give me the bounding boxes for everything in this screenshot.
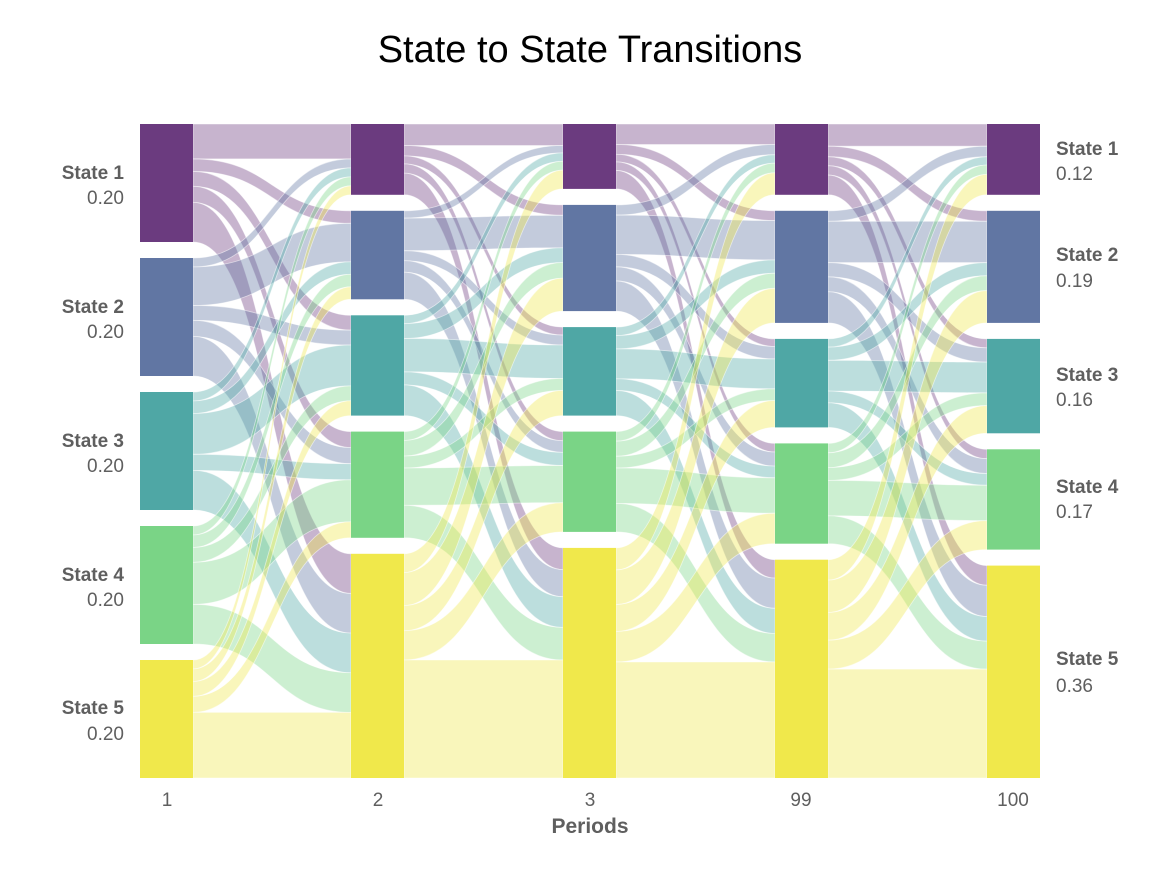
left-value-state-3: 0.20	[87, 456, 124, 477]
node-period-3-state-4	[563, 431, 616, 532]
node-period-99-state-5	[775, 559, 828, 778]
flow-2-to-3-state-1-to-state-1	[403, 123, 564, 146]
node-period-100-state-3	[987, 338, 1040, 434]
right-value-state-1: 0.12	[1056, 164, 1093, 185]
node-period-99-state-1	[775, 124, 828, 195]
node-period-3-state-3	[563, 327, 616, 416]
flow-2-to-3-state-2-to-state-2	[403, 214, 564, 252]
flow-1-to-2-state-1-to-state-1	[192, 123, 352, 160]
period-label-3: 3	[585, 790, 596, 811]
node-period-2-state-1	[351, 124, 404, 195]
left-value-state-2: 0.20	[87, 322, 124, 343]
node-period-99-state-2	[775, 210, 828, 323]
left-label-state-3: State 3	[62, 431, 124, 452]
right-value-state-2: 0.19	[1056, 271, 1093, 292]
left-label-state-4: State 4	[62, 565, 125, 586]
right-label-state-3: State 3	[1056, 365, 1118, 386]
node-period-1-state-4	[140, 526, 193, 644]
flow-1-to-2-state-5-to-state-5	[192, 711, 352, 779]
x-axis-title: Periods	[551, 815, 628, 838]
node-period-1-state-2	[140, 258, 193, 376]
period-label-99: 99	[790, 790, 811, 811]
right-label-state-2: State 2	[1056, 245, 1118, 266]
flow-2-to-3-state-5-to-state-2	[403, 277, 564, 606]
node-period-1-state-1	[140, 124, 193, 242]
node-period-2-state-3	[351, 315, 404, 416]
flow-99-to-100-state-5-to-state-5	[827, 668, 988, 779]
period-axis: 1 2 3 99 100 Periods	[162, 790, 1029, 838]
left-value-state-1: 0.20	[87, 188, 124, 209]
right-label-state-1: State 1	[1056, 139, 1119, 160]
node-period-2-state-5	[351, 553, 404, 778]
right-state-labels: State 1 0.12 State 2 0.19 State 3 0.16 S…	[1056, 139, 1119, 697]
node-period-99-state-4	[775, 443, 828, 544]
left-state-labels: State 1 0.20 State 2 0.20 State 3 0.20 S…	[62, 163, 125, 745]
left-value-state-5: 0.20	[87, 724, 124, 745]
right-value-state-3: 0.16	[1056, 390, 1093, 411]
right-label-state-5: State 5	[1056, 649, 1119, 670]
period-label-100: 100	[997, 790, 1029, 811]
transition-flows	[192, 123, 988, 779]
period-label-1: 1	[162, 790, 173, 811]
node-period-100-state-5	[987, 565, 1040, 778]
period-label-2: 2	[373, 790, 384, 811]
node-period-100-state-4	[987, 449, 1040, 550]
right-value-state-4: 0.17	[1056, 502, 1093, 523]
left-value-state-4: 0.20	[87, 590, 124, 611]
left-label-state-2: State 2	[62, 297, 124, 318]
node-period-1-state-5	[140, 660, 193, 778]
chart-title: State to State Transitions	[378, 29, 803, 71]
node-period-2-state-2	[351, 210, 404, 300]
flow-3-to-99-state-2-to-state-2	[615, 214, 776, 261]
left-label-state-1: State 1	[62, 163, 125, 184]
node-period-100-state-1	[987, 124, 1040, 195]
flow-3-to-99-state-1-to-state-1	[615, 123, 776, 145]
node-period-99-state-3	[775, 338, 828, 428]
flow-99-to-100-state-1-to-state-1	[827, 123, 988, 147]
node-period-3-state-2	[563, 204, 616, 312]
left-label-state-5: State 5	[62, 698, 125, 719]
flow-2-to-3-state-5-to-state-5	[403, 659, 564, 779]
node-period-3-state-1	[563, 124, 616, 189]
node-period-2-state-4	[351, 431, 404, 538]
node-period-3-state-5	[563, 547, 616, 778]
state-nodes	[140, 124, 1040, 778]
flow-1-to-2-state-5-to-state-3	[192, 400, 352, 697]
right-value-state-5: 0.36	[1056, 676, 1093, 697]
node-period-100-state-2	[987, 210, 1040, 323]
flow-3-to-99-state-5-to-state-5	[615, 661, 776, 779]
node-period-1-state-3	[140, 392, 193, 510]
right-label-state-4: State 4	[1056, 477, 1119, 498]
